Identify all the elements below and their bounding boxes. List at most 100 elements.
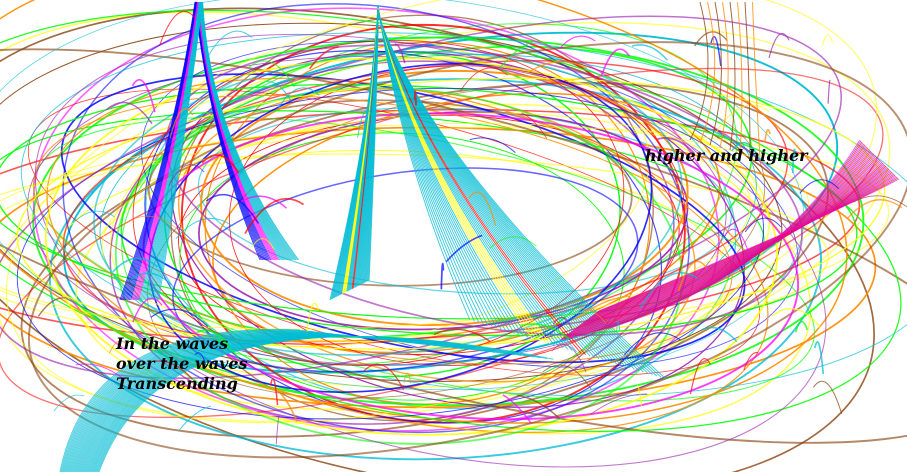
swirl-loop xyxy=(0,15,842,379)
top-wisp-curve xyxy=(752,1,761,158)
accent-stroke xyxy=(689,358,711,395)
accent-stroke xyxy=(623,332,681,356)
swirl-loop xyxy=(198,111,689,331)
accent-stroke xyxy=(267,81,292,101)
accent-stroke xyxy=(657,137,696,155)
swirl-loop xyxy=(172,167,639,373)
accent-stroke xyxy=(847,199,903,219)
accent-stroke xyxy=(631,44,669,61)
accent-stroke xyxy=(445,234,483,263)
accent-stroke xyxy=(460,67,508,92)
accent-stroke xyxy=(710,36,722,67)
swirl-loop xyxy=(200,69,689,326)
top-wisp-curve xyxy=(744,1,751,156)
accent-stroke xyxy=(469,137,516,153)
swirl-loop xyxy=(229,65,685,366)
accent-stroke xyxy=(108,340,128,354)
accent-stroke xyxy=(306,302,319,332)
central-spike-curve xyxy=(368,14,666,379)
accent-stroke xyxy=(799,179,840,194)
accent-stroke xyxy=(205,193,259,224)
accent-stroke xyxy=(700,326,738,343)
accent-stroke xyxy=(744,217,782,233)
accent-stroke xyxy=(520,323,570,340)
accent-stroke xyxy=(527,60,588,74)
top-wisp-curve xyxy=(719,1,729,148)
top-wisp-curve xyxy=(729,1,736,151)
accent-stroke xyxy=(542,364,592,390)
accent-stroke xyxy=(677,260,707,292)
accent-stroke xyxy=(244,197,304,235)
accent-stroke xyxy=(131,79,156,113)
accent-stroke xyxy=(308,46,339,70)
accent-stroke xyxy=(277,87,320,109)
accent-stroke xyxy=(794,320,809,333)
swirl-loop xyxy=(0,153,829,344)
accent-stroke xyxy=(499,40,534,69)
lower-fan-curve xyxy=(59,328,301,472)
swirl-loop xyxy=(171,50,745,408)
swirl-loop xyxy=(0,126,890,343)
accent-stroke xyxy=(403,372,412,384)
accent-stroke xyxy=(413,90,417,106)
accent-stroke xyxy=(205,30,253,61)
swirl-loop xyxy=(33,94,733,365)
top-wisp-curve xyxy=(709,1,722,146)
swirl-loop xyxy=(204,41,651,405)
swirl-loop xyxy=(148,62,653,393)
swirl-loop xyxy=(147,99,633,287)
accent-stroke xyxy=(590,393,648,415)
swirl-loop xyxy=(75,103,771,411)
accent-stroke xyxy=(771,307,821,328)
swirl-loop xyxy=(165,44,803,336)
accent-stroke xyxy=(194,352,208,368)
accent-stroke xyxy=(158,10,195,46)
accent-stroke xyxy=(763,128,771,143)
accent-stroke xyxy=(175,217,233,240)
accent-stroke xyxy=(724,228,751,257)
accent-stroke xyxy=(196,329,228,345)
accent-stroke xyxy=(743,352,759,371)
accent-stroke xyxy=(132,297,163,323)
top-wisp-curve xyxy=(737,1,743,153)
accent-stroke xyxy=(357,109,373,138)
accent-stroke xyxy=(155,360,194,380)
caption-line-in-the-waves: In the waves xyxy=(116,334,229,353)
accent-stroke xyxy=(105,101,153,125)
swirl-loop xyxy=(33,116,815,402)
swirl-loop xyxy=(0,9,902,432)
swirl-loop xyxy=(32,7,720,432)
accent-stroke xyxy=(551,344,587,373)
caption-waves-block: In the waves over the waves Transcending xyxy=(116,336,248,396)
lower-fan-curve xyxy=(98,336,554,472)
swirl-loop xyxy=(62,3,690,433)
swirl-loop xyxy=(0,0,805,391)
accent-stroke xyxy=(123,215,183,235)
swirl-loop xyxy=(0,108,861,343)
accent-stroke xyxy=(468,191,497,226)
accent-stroke xyxy=(827,79,831,104)
accent-stroke xyxy=(75,363,126,381)
accent-stroke xyxy=(112,257,159,273)
accent-stroke xyxy=(363,363,405,391)
accent-stroke xyxy=(440,262,445,290)
accent-stroke xyxy=(168,164,205,186)
swirl-loop xyxy=(0,83,858,337)
swirl-loop xyxy=(141,40,799,368)
accent-stroke xyxy=(215,338,242,363)
accent-stroke xyxy=(639,272,699,309)
accent-stroke xyxy=(131,272,172,286)
caption-line-transcending: Transcending xyxy=(116,374,238,393)
swirl-loop xyxy=(101,112,751,339)
left-spike-curve xyxy=(158,1,300,301)
swirl-loop xyxy=(0,110,765,320)
accent-stroke xyxy=(240,195,288,209)
accent-stroke xyxy=(812,380,843,414)
swirl-loop xyxy=(142,112,799,421)
caption-higher-and-higher: higher and higher xyxy=(645,146,808,165)
accent-stroke xyxy=(575,295,629,320)
swirl-loop xyxy=(0,7,875,472)
swirl-loop xyxy=(93,51,683,356)
swirl-loop xyxy=(20,32,907,397)
accent-stroke xyxy=(252,237,275,250)
